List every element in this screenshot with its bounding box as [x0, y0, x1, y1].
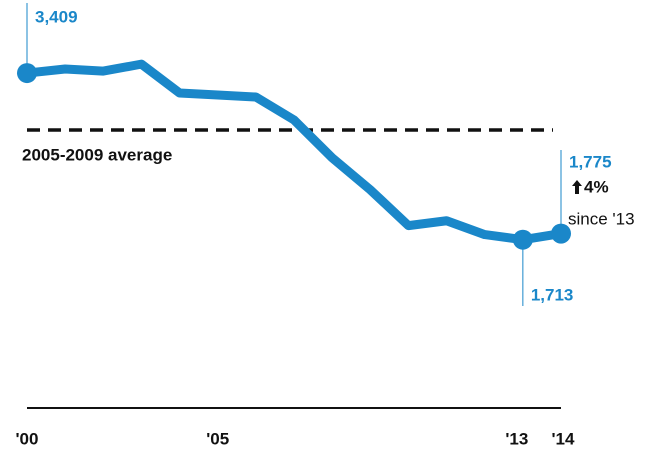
value-label: 3,409 [35, 7, 78, 26]
x-tick-label: '00 [16, 429, 39, 448]
value-label: 1,775 [569, 152, 612, 171]
x-tick-label: '13 [505, 429, 528, 448]
reference-label: 2005-2009 average [22, 145, 172, 164]
line [26, 59, 562, 245]
x-tick-label: '14 [552, 429, 575, 448]
change-note: since '13 [568, 209, 635, 228]
change-label: 4% [584, 177, 609, 196]
value-label: 1,713 [531, 285, 574, 304]
x-tick-label: '05 [206, 429, 229, 448]
up-arrow [572, 180, 582, 194]
